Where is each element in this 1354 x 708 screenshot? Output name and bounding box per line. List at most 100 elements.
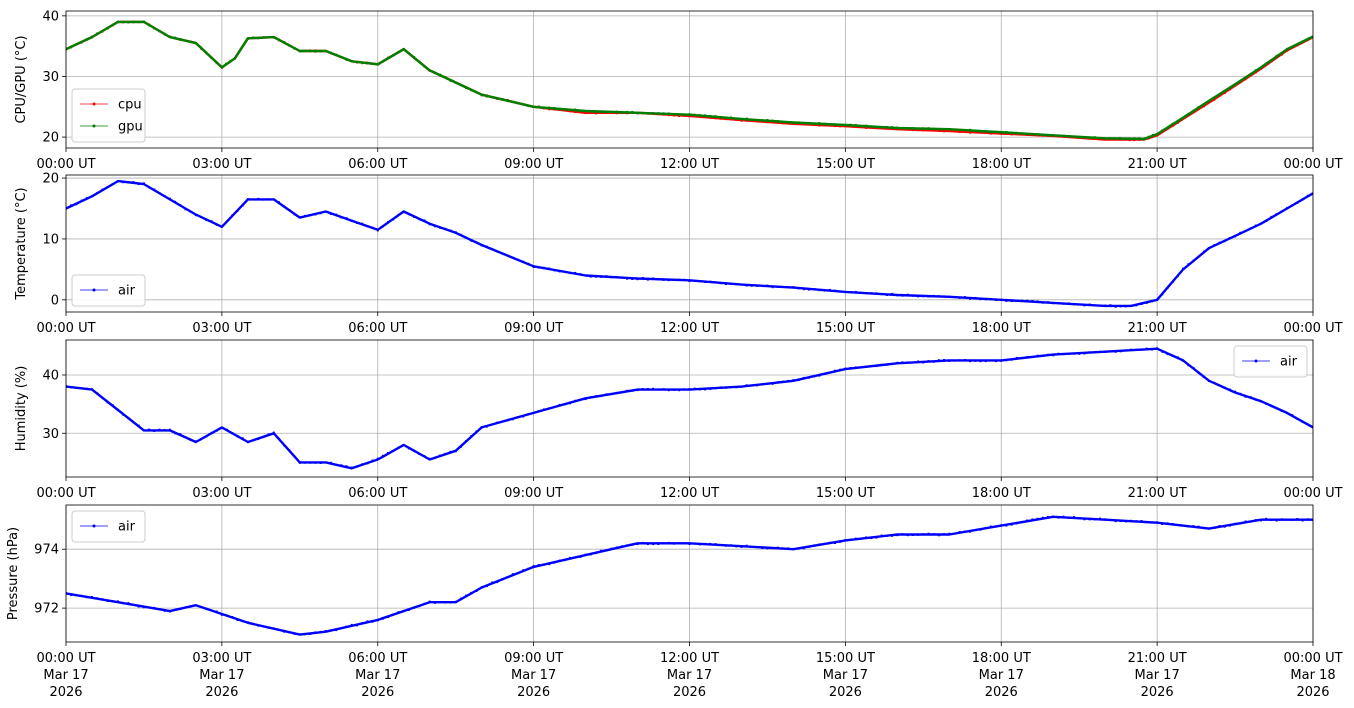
data-point [319,50,322,53]
data-point [1135,520,1138,523]
data-point [189,210,192,213]
data-point [1301,420,1304,423]
data-point [1239,392,1242,395]
data-point [782,547,784,550]
data-point [444,452,447,455]
x-tick-label: 03:00 UT [192,321,251,336]
data-point [953,128,956,131]
data-point [459,597,462,600]
data-point [1202,527,1205,530]
data-point [324,50,327,53]
data-point [1119,520,1122,522]
data-point [174,200,177,203]
data-point [657,543,660,545]
data-point [537,564,540,566]
y-tick-label: 974 [34,543,59,558]
x-tick-label: 15:00 UT [816,651,875,666]
data-point [1133,139,1136,142]
x-tick-label: 18:00 UT [972,321,1031,336]
data-point [901,294,904,297]
data-point [672,389,675,391]
data-point [1244,395,1247,398]
legend-label-air: air [118,284,136,299]
data-point [242,44,245,47]
data-point [423,602,426,605]
data-point [870,365,873,367]
data-point [584,112,587,115]
data-point [860,125,862,128]
data-point [652,543,655,546]
data-point [932,127,935,130]
data-point [371,620,374,623]
x-tick-label: 2026 [1296,685,1329,700]
data-point [1171,122,1174,125]
data-point [948,360,951,362]
data-point [766,121,769,124]
data-point [392,54,395,57]
data-point [761,119,764,122]
data-point [200,438,203,441]
data-point [1260,222,1262,225]
data-point [1005,524,1008,527]
data-point [574,271,577,274]
data-point [225,62,228,65]
data-point [511,100,514,103]
x-tick-label: 21:00 UT [1128,651,1187,666]
data-point [844,123,847,126]
data-point [537,266,540,269]
data-point [963,530,966,533]
data-point [80,387,83,390]
data-point [215,62,218,65]
data-point [210,609,213,612]
legend-label-cpu: cpu [118,98,142,113]
data-point [246,37,249,40]
data-point [626,544,629,547]
data-point [1088,351,1091,354]
data-point [407,447,410,450]
data-point [475,241,478,244]
data-point [672,114,675,117]
data-point [1067,352,1070,355]
data-point [532,266,535,268]
data-point [641,541,644,544]
data-point [922,361,925,364]
data-point [766,284,769,287]
data-point [1208,247,1211,250]
data-point [1010,131,1013,134]
data-point [813,122,816,125]
data-point [974,529,977,532]
data-point [870,537,873,540]
data-point [1197,255,1200,258]
data-point [984,360,987,363]
data-point [579,555,582,558]
data-point [813,288,816,290]
data-point [1244,78,1247,81]
data-point [449,79,452,82]
data-point [1036,133,1039,136]
data-point [1073,135,1075,138]
data-point [646,388,649,390]
data-point [839,540,842,543]
data-point [714,387,717,390]
data-point [558,559,561,562]
data-point [802,547,805,550]
data-point [324,461,327,464]
data-point [605,111,608,114]
data-point [168,197,171,200]
data-point [610,110,613,113]
data-point [574,556,577,559]
data-point [766,547,769,550]
legend-marker-air [92,524,96,528]
data-point [1192,366,1195,369]
data-point [636,543,639,546]
data-point [849,538,852,541]
data-point [548,407,551,410]
data-point [943,295,946,298]
data-point [189,439,192,441]
x-tick-label: Mar 17 [823,668,868,683]
data-point [1187,364,1190,367]
data-point [610,547,613,550]
data-point [132,21,135,24]
data-point [1057,352,1060,355]
data-point [179,38,182,41]
